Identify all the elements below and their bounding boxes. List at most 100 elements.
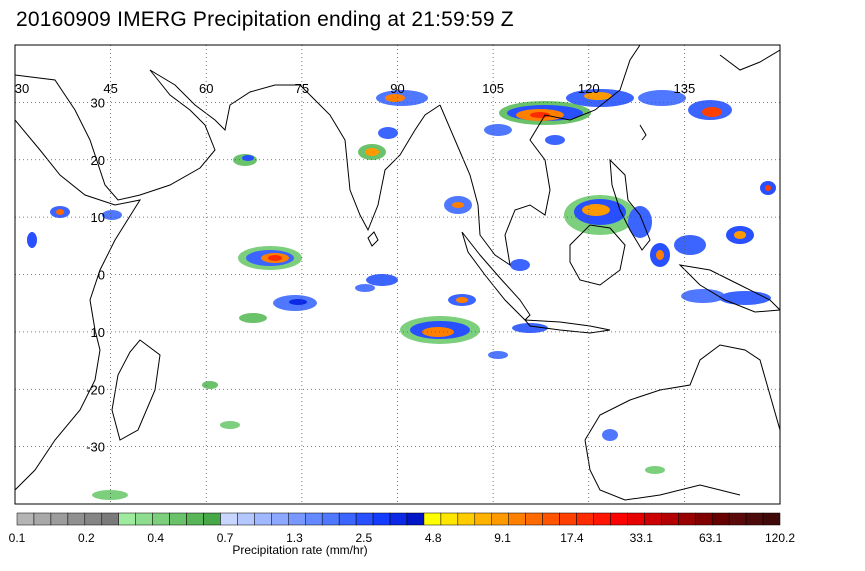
colorbar-swatch — [186, 512, 204, 526]
colorbar-swatch — [118, 512, 136, 526]
colorbar-swatch — [711, 512, 730, 526]
coast-borneo — [569, 224, 626, 286]
colorbar-swatch — [321, 512, 340, 526]
coast-madagascar — [111, 339, 161, 441]
colorbar-swatch — [491, 512, 509, 526]
colorbar-tick-label: 120.2 — [765, 531, 795, 545]
colorbar-swatch — [474, 512, 493, 526]
colorbar-swatch — [644, 512, 662, 526]
colorbar-swatch — [355, 512, 374, 526]
colorbar-swatch — [33, 512, 52, 526]
colorbar — [16, 512, 781, 526]
colorbar-swatch — [542, 512, 560, 526]
colorbar-swatch — [559, 512, 577, 526]
colorbar-swatch — [457, 512, 476, 526]
longitude-label: 75 — [295, 81, 309, 96]
colorbar-swatch — [254, 512, 272, 526]
colorbar-swatch — [728, 512, 747, 526]
colorbar-tick-label: 17.4 — [560, 531, 584, 545]
colorbar-tick-label: 4.8 — [425, 531, 442, 545]
colorbar-swatch — [338, 512, 357, 526]
colorbar-swatch — [423, 512, 442, 526]
rain-cells-bay-of-bengal — [355, 90, 548, 359]
coast-india — [309, 94, 441, 232]
colorbar-swatch — [67, 512, 86, 526]
colorbar-swatch — [372, 512, 391, 526]
colorbar-swatch — [169, 512, 187, 526]
colorbar-swatch — [610, 512, 628, 526]
map-title: 20160909 IMERG Precipitation ending at 2… — [16, 8, 514, 31]
latitude-label: 30 — [91, 95, 105, 110]
colorbar-title: Precipitation rate (mm/hr) — [232, 543, 368, 557]
longitude-label: 30 — [15, 81, 29, 96]
colorbar-tick-label: 63.1 — [699, 531, 723, 545]
colorbar-tick-label: 9.1 — [494, 531, 511, 545]
colorbar-tick-label: 0.2 — [78, 531, 95, 545]
longitude-label: 90 — [390, 81, 404, 96]
colorbar-swatch — [440, 512, 459, 526]
colorbar-swatch — [525, 512, 543, 526]
coast-new-guinea — [678, 264, 780, 313]
colorbar-swatch — [389, 512, 408, 526]
colorbar-swatch — [745, 512, 764, 526]
coast-japan-taiwan — [639, 49, 780, 141]
colorbar-swatch — [694, 512, 713, 526]
coast-sri-lanka — [367, 231, 379, 247]
coast-east-africa — [15, 119, 142, 491]
colorbar-swatch — [84, 512, 103, 526]
colorbar-swatch — [101, 512, 119, 526]
colorbar-tick-label: 0.7 — [217, 531, 234, 545]
colorbar-tick-label: 0.4 — [147, 531, 164, 545]
longitude-label: 60 — [199, 81, 213, 96]
colorbar-tick-label: 33.1 — [630, 531, 654, 545]
colorbar-swatch — [678, 512, 696, 526]
colorbar-swatch — [593, 512, 611, 526]
colorbar-swatch — [16, 512, 35, 526]
longitude-label: 135 — [674, 81, 696, 96]
colorbar-labels: 0.1 0.2 0.4 0.7 1.3 2.5 4.8 9.1 17.4 33.1 63.1 120.… — [9, 531, 796, 545]
colorbar-swatch — [576, 512, 594, 526]
longitude-label: 105 — [482, 81, 504, 96]
longitude-labels: 30 45 60 75 90 105 120 135 — [15, 81, 695, 96]
colorbar-swatch — [50, 512, 69, 526]
latitude-label: 20 — [91, 153, 105, 168]
colorbar-swatch — [135, 512, 153, 526]
colorbar-tick-label: 1.3 — [286, 531, 303, 545]
colorbar-tick-label: 2.5 — [355, 531, 372, 545]
latitude-label: -20 — [86, 382, 105, 397]
latitude-labels: 30 20 10 0 10 -20 -30 — [86, 95, 105, 454]
coast-philippines — [609, 158, 651, 251]
colorbar-swatch — [288, 512, 306, 526]
colorbar-swatch — [237, 512, 255, 526]
colorbar-swatch — [220, 512, 238, 526]
colorbar-swatch — [304, 512, 323, 526]
colorbar-swatch — [152, 512, 170, 526]
colorbar-swatch — [762, 512, 781, 526]
colorbar-swatch — [627, 512, 645, 526]
latitude-label: 0 — [98, 268, 105, 283]
coast-persian-gulf — [149, 69, 311, 132]
colorbar-swatch — [203, 512, 221, 526]
coast-sumatra — [461, 231, 531, 321]
latitude-label: -30 — [86, 440, 105, 455]
coast-australia — [584, 344, 780, 504]
longitude-label: 45 — [103, 81, 117, 96]
map-frame — [14, 44, 781, 505]
rain-cells-west-pacific — [638, 90, 776, 305]
gridlines — [15, 45, 780, 504]
coastlines — [15, 45, 780, 504]
rain-cells-southern-ocean — [92, 381, 665, 500]
precipitation-layer — [27, 89, 776, 500]
colorbar-swatch — [406, 512, 425, 526]
longitude-label: 120 — [578, 81, 600, 96]
colorbar-tick-label: 0.1 — [9, 531, 26, 545]
latitude-label: 10 — [91, 325, 105, 340]
colorbar-swatch — [271, 512, 289, 526]
rain-cells-arabian-sea — [27, 154, 317, 323]
colorbar-swatch — [661, 512, 679, 526]
colorbar-swatch — [508, 512, 526, 526]
coast-southeast-asia — [439, 45, 641, 267]
coast-arabia — [15, 69, 216, 201]
latitude-label: 10 — [91, 210, 105, 225]
